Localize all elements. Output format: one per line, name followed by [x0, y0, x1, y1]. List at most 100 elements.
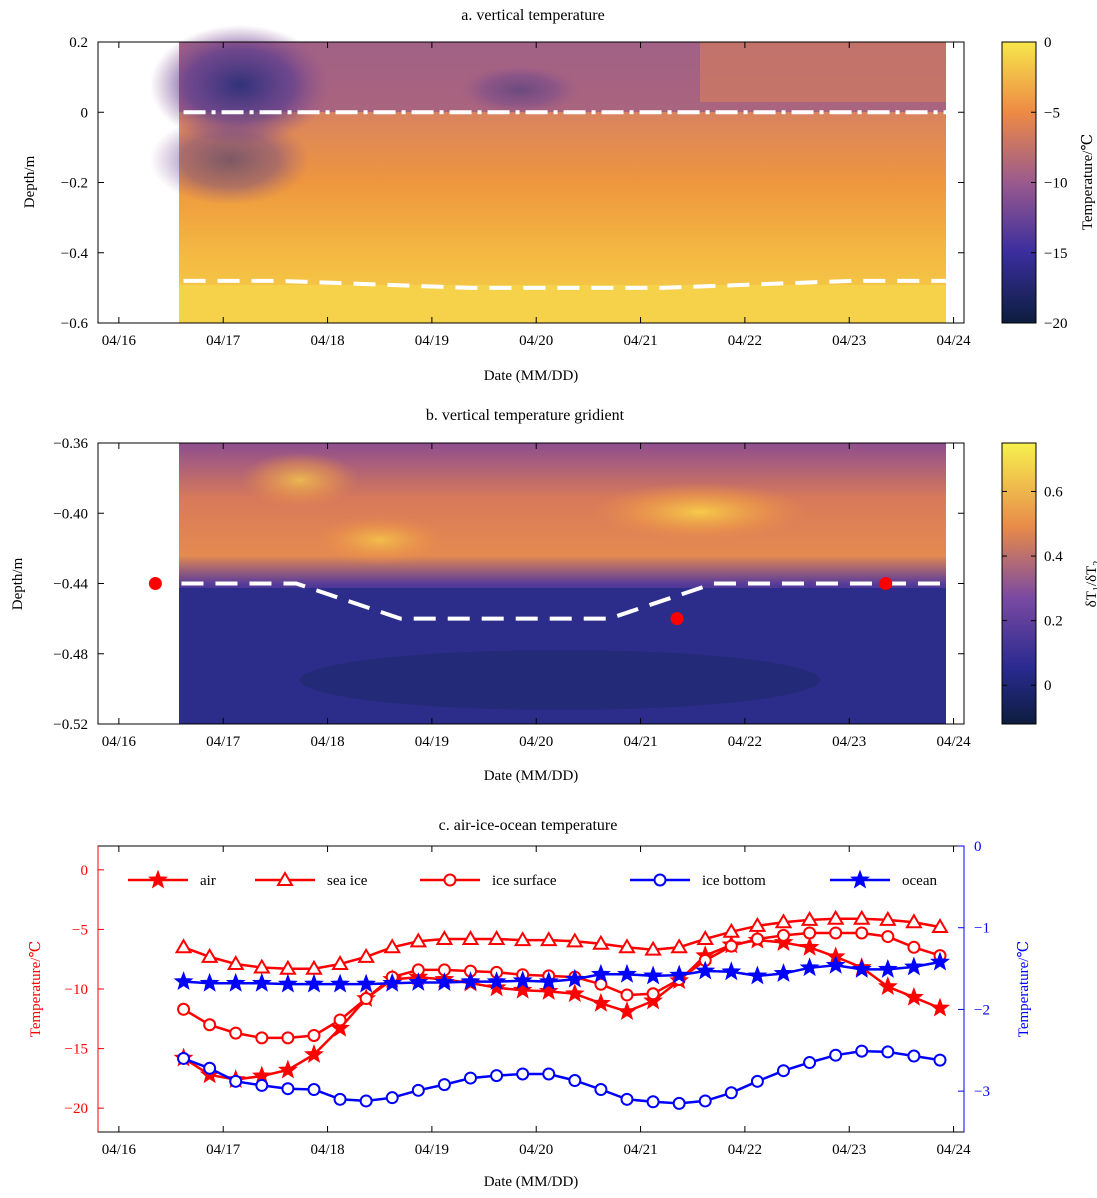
data-point [199, 972, 220, 992]
data-point [799, 957, 820, 977]
legend-marker [443, 873, 457, 887]
data-point [773, 963, 794, 982]
data-point [748, 916, 767, 932]
data-point [542, 1067, 556, 1081]
data-point [931, 918, 949, 934]
data-point [203, 1061, 217, 1075]
data-point [826, 909, 845, 925]
data-point [855, 926, 869, 940]
data-point [330, 1017, 350, 1037]
panel-c-axes: 04/16 04/17 04/18 04/19 04/20 04/21 04/22 04/23… [65, 839, 990, 1158]
data-point [698, 1094, 712, 1108]
data-point [304, 1044, 324, 1063]
data-point [512, 979, 533, 999]
data-point [538, 980, 559, 1000]
data-point [881, 930, 895, 944]
x-tick-label: 04/24 [936, 1142, 971, 1158]
y-tick-label-right: −1 [974, 921, 990, 937]
data-point [177, 1051, 191, 1065]
data-point [594, 1083, 608, 1097]
x-tick-label: 04/19 [415, 1142, 449, 1158]
data-point [881, 1045, 895, 1059]
data-point [434, 972, 455, 991]
panel-c-legend: air sea ice ice surface ice bottom ocean [128, 869, 937, 889]
legend-marker [148, 869, 168, 889]
y-tick-label: −0.4 [61, 246, 89, 262]
panel-a-axes: 04/16 04/17 04/18 04/19 04/20 04/21 04/22 04/23… [61, 35, 971, 349]
data-point [566, 932, 584, 948]
data-point [539, 931, 558, 947]
x-tick-label: 04/23 [832, 1142, 866, 1158]
panel-b-dark-patch [300, 650, 820, 710]
data-point [253, 958, 271, 974]
x-tick-label: 04/16 [102, 734, 137, 750]
panel-b-colorbar-label: δT1/δT2 [1084, 561, 1097, 608]
x-tick-label: 04/17 [206, 734, 241, 750]
data-point [877, 976, 898, 996]
panel-c: c. air-ice-ocean temperature 04/16 04/17 0… [28, 817, 1032, 1190]
data-point [174, 938, 193, 954]
data-point [255, 1078, 269, 1092]
series-line [183, 917, 941, 970]
data-point [747, 965, 768, 985]
y-tick-label: −0.6 [61, 316, 89, 332]
series-ice-bottom [177, 1044, 947, 1110]
x-tick-label: 04/24 [936, 333, 971, 349]
data-point [799, 936, 820, 956]
data-point [750, 932, 764, 946]
data-point [281, 1082, 295, 1096]
data-point [437, 1078, 451, 1092]
y-tick-label: 0.2 [69, 35, 88, 51]
legend-label: ocean [902, 873, 937, 889]
panel-c-ylabel-right: Temperature/℃ [1016, 941, 1032, 1038]
series-line [183, 1049, 941, 1105]
y-tick-label: 0 [81, 105, 89, 121]
data-point [255, 1031, 269, 1045]
data-point [516, 1067, 530, 1081]
data-point [669, 964, 690, 984]
data-point [251, 972, 272, 992]
data-point [644, 940, 662, 956]
panel-a-colorbar-label: Temperature/℃ [1080, 134, 1096, 231]
data-point [803, 926, 817, 940]
data-point [333, 1092, 347, 1106]
y-tick-label-right: −2 [974, 1002, 990, 1018]
y-tick-label: −0.36 [53, 436, 88, 452]
y-tick-label-left: 0 [81, 863, 89, 879]
x-tick-label: 04/22 [728, 1142, 762, 1158]
x-tick-label: 04/20 [519, 1142, 553, 1158]
data-point [800, 910, 819, 926]
y-tick-label-right: −3 [974, 1084, 990, 1100]
x-tick-label: 04/21 [623, 1142, 657, 1158]
data-point [229, 1074, 243, 1088]
data-point [568, 1074, 582, 1088]
data-point [383, 938, 401, 954]
x-tick-label: 04/18 [310, 333, 344, 349]
data-point [643, 965, 663, 985]
data-point [359, 992, 373, 1006]
x-tick-label: 04/22 [728, 333, 762, 349]
panel-b-colorbar [1001, 442, 1037, 725]
panel-b-ylabel: Depth/m [10, 557, 26, 610]
red-marker [148, 577, 162, 590]
data-point [592, 934, 610, 950]
panel-a-cold-patch [150, 25, 330, 145]
red-marker [670, 612, 684, 626]
data-point [670, 938, 688, 954]
legend-label: sea ice [327, 873, 368, 889]
panel-b: b. vertical temperature gridient 04/16 04… [10, 407, 1097, 784]
series-air [173, 929, 950, 1088]
data-point [538, 971, 559, 991]
x-tick-label: 04/16 [102, 1142, 137, 1158]
data-point [200, 947, 219, 963]
data-point [411, 1083, 425, 1097]
data-point [356, 973, 377, 993]
data-point [307, 1083, 321, 1097]
data-point [357, 947, 375, 963]
data-point [696, 929, 714, 945]
data-point [904, 956, 924, 976]
series-line [183, 960, 941, 986]
panel-b-reference-lines [148, 577, 944, 626]
colorbar-tick-label: 0 [1044, 678, 1052, 694]
